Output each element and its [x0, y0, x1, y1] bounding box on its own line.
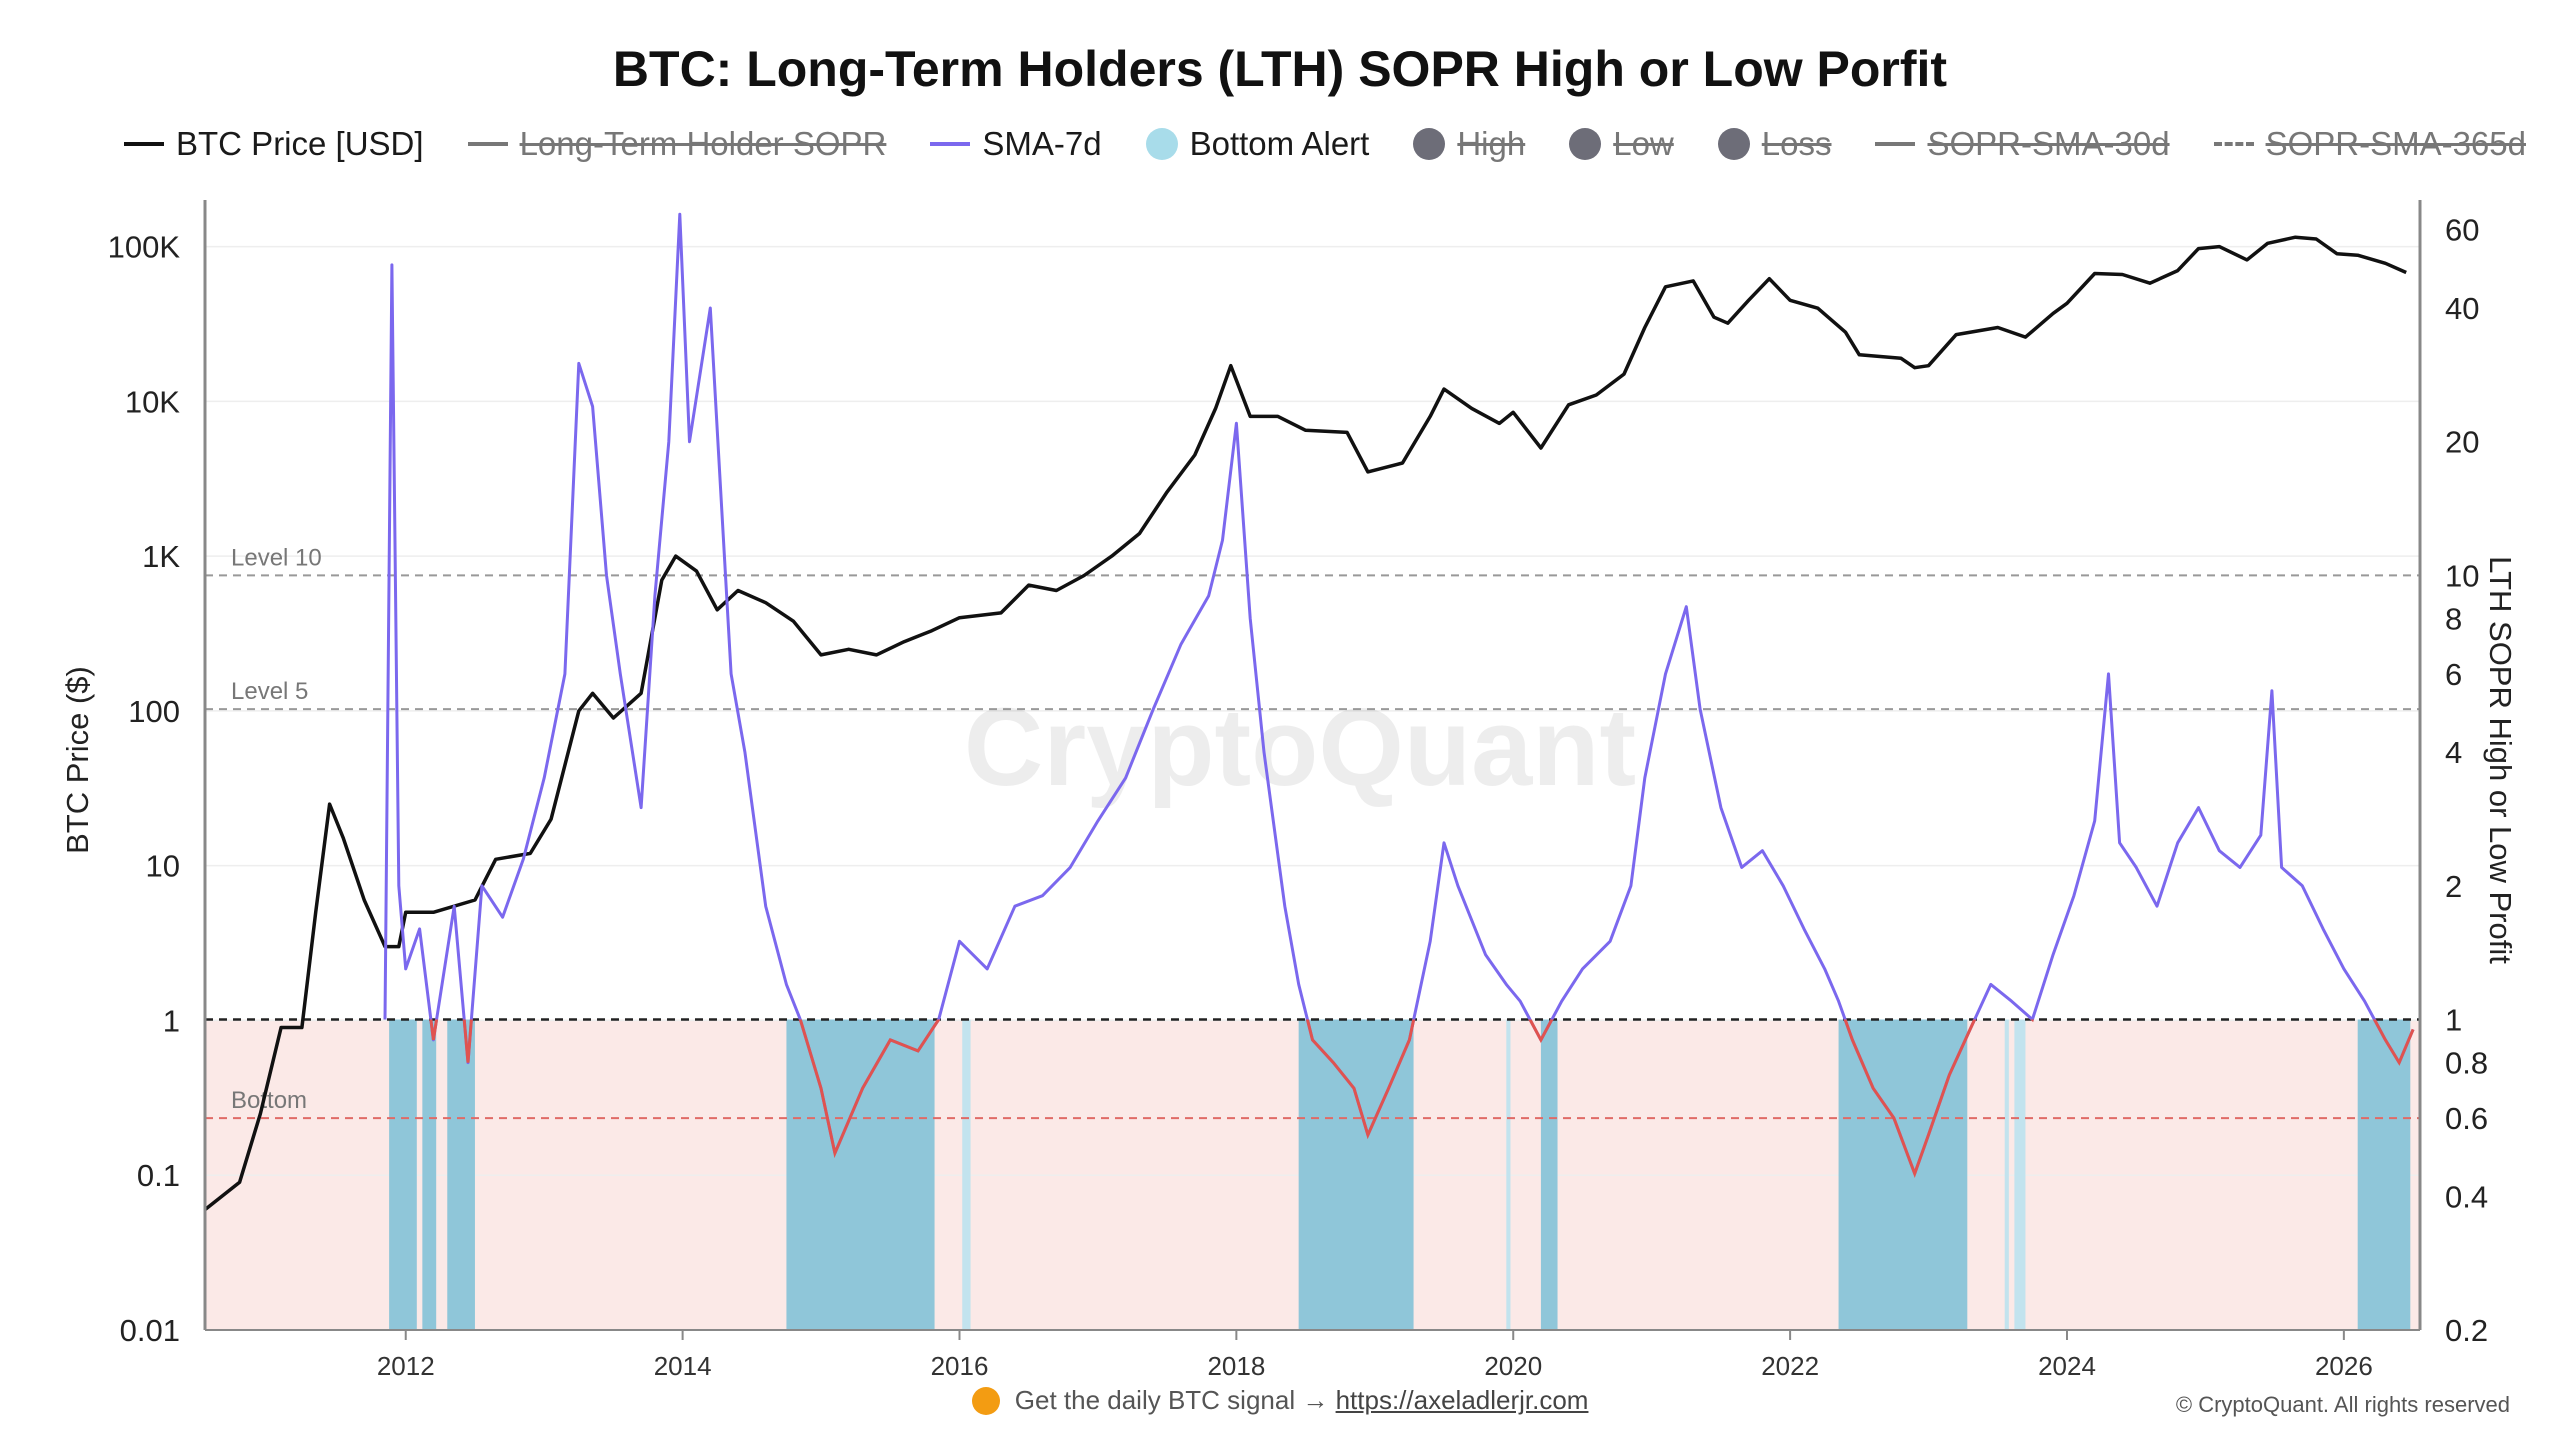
legend: BTC Price [USD] Long-Term Holder SOPR SMA-…: [124, 122, 2526, 166]
y-right-tick-label: 0.4: [2445, 1179, 2488, 1214]
bottom-alert-bars: [389, 1019, 2411, 1330]
legend-item-6[interactable]: Loss: [1717, 125, 1832, 163]
legend-label-8: SOPR-SMA-365d: [2265, 125, 2526, 162]
legend-item-3[interactable]: Bottom Alert: [1145, 125, 1370, 163]
series-layer: [203, 212, 2415, 1211]
y-right-tick-label: 10: [2445, 558, 2479, 593]
legend-label-7: SOPR-SMA-30d: [1927, 125, 2170, 162]
y-left-tick-label: 1K: [142, 539, 180, 574]
y-right-tick-label: 20: [2445, 425, 2479, 460]
legend-swatch-4: [1413, 128, 1446, 160]
y-right-tick-label: 0.2: [2445, 1313, 2488, 1348]
legend-item-5[interactable]: Low: [1569, 125, 1674, 163]
reference-line-label-3: Bottom: [231, 1087, 307, 1114]
legend-label-2: SMA-7d: [982, 125, 1102, 162]
reference-line-label-0: Level 10: [231, 544, 322, 571]
btc-price-line: [203, 235, 2407, 1211]
signal-dot-icon: [971, 1387, 1000, 1415]
bottom-alert-bar: [2014, 1019, 2026, 1330]
y-left-tick-label: 0.1: [137, 1158, 180, 1193]
legend-label-5: Low: [1613, 125, 1674, 162]
y-right-tick-label: 2: [2445, 869, 2462, 904]
legend-label-6: Loss: [1761, 125, 1832, 162]
legend-item-4[interactable]: High: [1413, 125, 1525, 163]
bottom-alert-bar: [389, 1019, 417, 1330]
legend-item-8[interactable]: SOPR-SMA-365d: [2213, 125, 2526, 163]
y-left-tick-label: 0.01: [120, 1313, 180, 1348]
bottom-alert-bar: [1838, 1019, 1968, 1330]
x-tick-label: 2018: [1207, 1351, 1265, 1381]
y-right-tick-label: 8: [2445, 601, 2462, 636]
y-right-tick-label: 0.8: [2445, 1046, 2488, 1081]
legend-item-2[interactable]: SMA-7d: [930, 125, 1102, 163]
bottom-alert-bar: [2004, 1019, 2009, 1330]
legend-item-1[interactable]: Long-Term Holder SOPR: [467, 125, 887, 163]
axes: 0.01 0.1 1 10 100 1K 10K 100K 0.2 0.4 0.6 0.8 1 2 4 6 8 1…: [108, 200, 2488, 1381]
bottom-alert-bar: [962, 1019, 971, 1330]
x-tick-label: 2020: [1484, 1351, 1542, 1381]
signal-link[interactable]: https://axeladlerjr.com: [1335, 1385, 1589, 1415]
reference-line-label-1: Level 5: [231, 678, 308, 705]
y-right-tick-label: 0.6: [2445, 1101, 2488, 1136]
x-tick-label: 2022: [1761, 1351, 1819, 1381]
reference-lines: Level 10 Level 5 Bottom: [205, 544, 2420, 1120]
bottom-alert-bar: [422, 1019, 437, 1330]
y-right-tick-label: 6: [2445, 657, 2462, 692]
x-tick-label: 2026: [2315, 1351, 2373, 1381]
bottom-alert-bar: [447, 1019, 475, 1330]
bottom-alert-bar: [2357, 1019, 2411, 1330]
series-1: [383, 212, 2415, 1178]
legend-label-3: Bottom Alert: [1189, 125, 1370, 162]
bottom-alert-bar: [1506, 1019, 1511, 1330]
y-left-tick-label: 100K: [108, 230, 181, 265]
legend-label-0: BTC Price [USD]: [176, 125, 424, 162]
legend-swatch-5: [1569, 128, 1602, 160]
legend-label-1: Long-Term Holder SOPR: [519, 125, 887, 162]
series-0: [203, 235, 2407, 1211]
y-right-tick-label: 40: [2445, 291, 2479, 326]
signal-text: Get the daily BTC signal →: [1014, 1385, 1329, 1415]
legend-label-4: High: [1457, 125, 1526, 162]
y-right-tick-label: 1: [2445, 1003, 2462, 1038]
y-left-tick-label: 10: [146, 849, 180, 884]
legend-swatch-2: [930, 142, 971, 146]
legend-swatch-8: [2213, 142, 2254, 146]
y-left-tick-label: 1: [163, 1003, 180, 1038]
y-left-tick-label: 10K: [125, 384, 180, 419]
legend-swatch-7: [1875, 142, 1916, 146]
y-axis-left-label: BTC Price ($): [60, 666, 95, 854]
bottom-alert-bar: [1298, 1019, 1414, 1330]
chart-title: BTC: Long-Term Holders (LTH) SOPR High o…: [612, 41, 1948, 97]
footer-signal: Get the daily BTC signal → https://axela…: [0, 1385, 2560, 1416]
x-tick-label: 2016: [931, 1351, 989, 1381]
legend-swatch-0: [124, 142, 165, 146]
sma-7d-loss-segment: [429, 1019, 2415, 1178]
bottom-alert-bar: [786, 1019, 935, 1330]
legend-swatch-1: [467, 142, 508, 146]
x-tick-label: 2012: [377, 1351, 435, 1381]
legend-item-0[interactable]: BTC Price [USD]: [124, 125, 424, 163]
copyright-text: © CryptoQuant. All rights reserved: [2175, 1392, 2510, 1417]
watermark-text: CryptoQuant: [964, 686, 1636, 809]
y-left-tick-label: 100: [128, 694, 180, 729]
legend-item-7[interactable]: SOPR-SMA-30d: [1875, 125, 2170, 163]
x-tick-label: 2014: [654, 1351, 712, 1381]
y-right-tick-label: 60: [2445, 213, 2479, 248]
bottom-alert-bar: [1540, 1019, 1558, 1330]
y-axis-right-label: LTH SOPR High or Low Profit: [2483, 556, 2518, 964]
legend-swatch-3: [1145, 128, 1178, 160]
y-right-tick-label: 4: [2445, 735, 2462, 770]
x-tick-label: 2024: [2038, 1351, 2096, 1381]
legend-swatch-6: [1717, 128, 1750, 160]
